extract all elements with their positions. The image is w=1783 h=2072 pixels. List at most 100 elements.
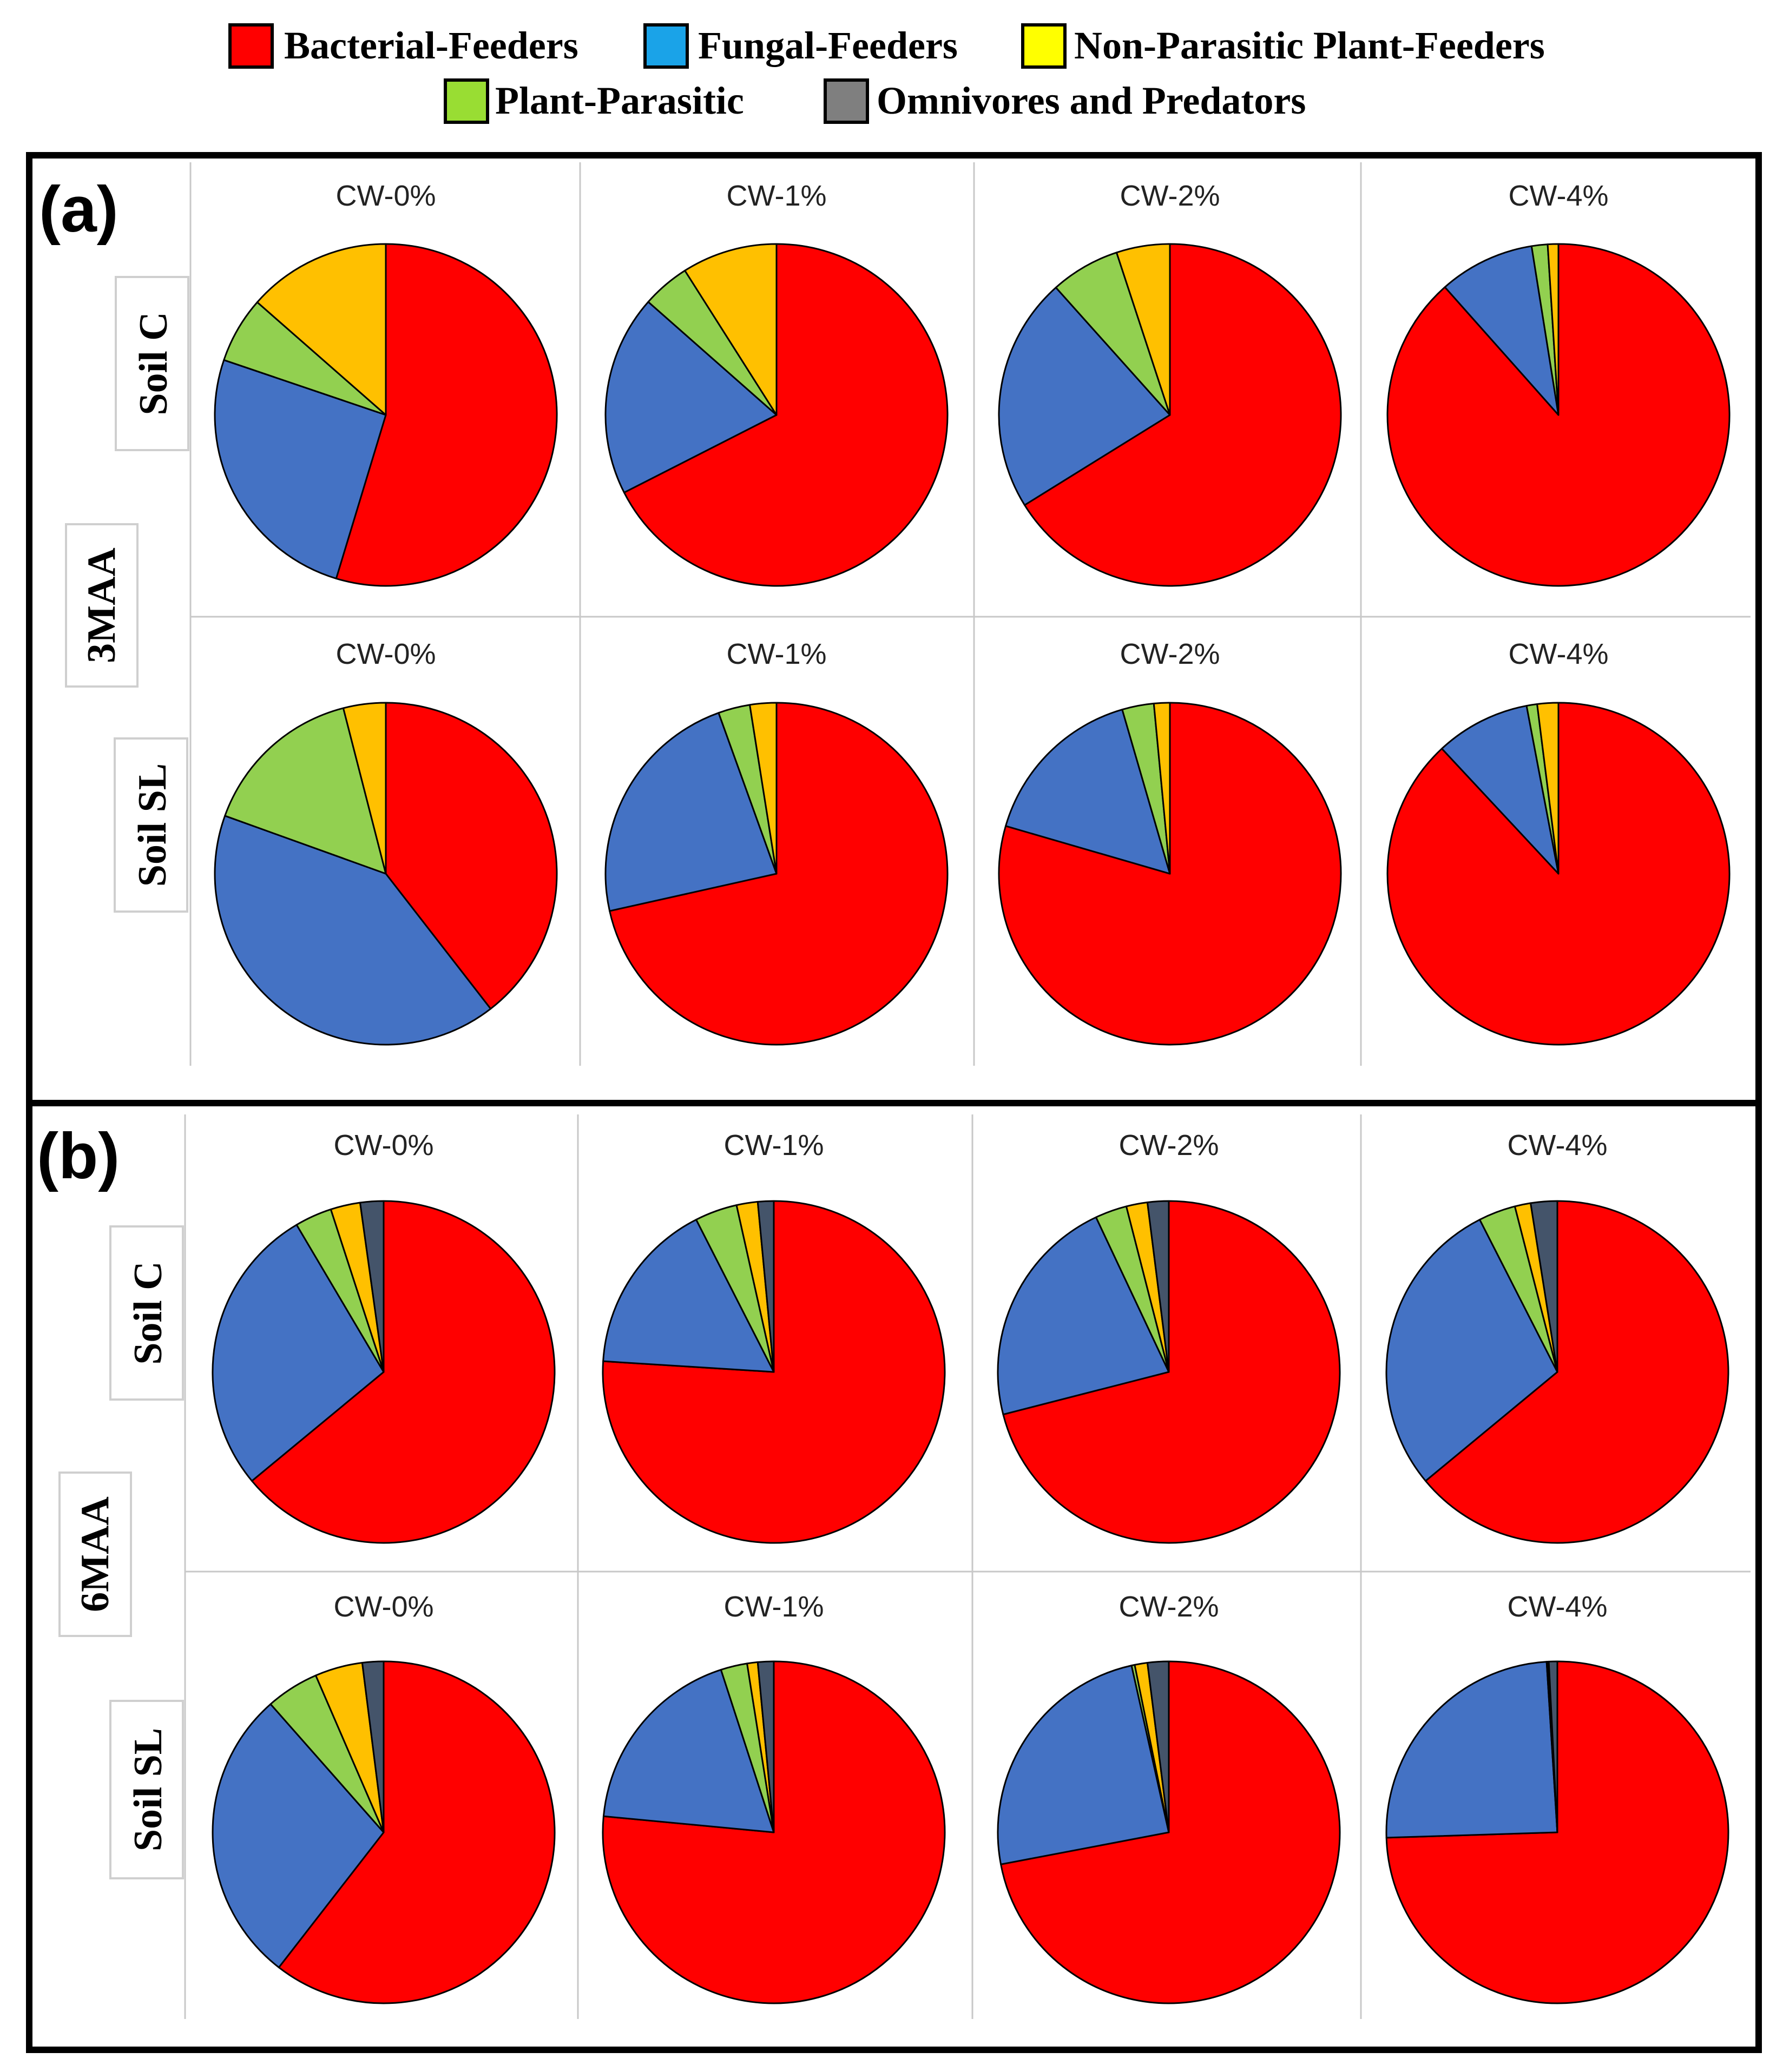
time-label-3maa-box xyxy=(65,523,139,688)
soil-label-b-sl-text: Soil SL xyxy=(126,1728,170,1851)
pie-slice-plantparasitic xyxy=(1055,252,1171,416)
pie-slice-fungal xyxy=(604,301,778,493)
time-label-3maa: 3MAA xyxy=(65,523,139,688)
soil-label-a-sl-text: Soil SL xyxy=(130,763,175,887)
pie-slice-bacterial xyxy=(602,1200,946,1544)
soil-label-a-sl: Soil SL xyxy=(114,737,188,913)
pie-slice-omnivores xyxy=(361,1660,385,1833)
soil-label-b-sl: Soil SL xyxy=(109,1700,184,1879)
legend-label-fungal: Fungal-Feeders xyxy=(698,24,958,67)
pie-chart-a-sl-3: CW-4% xyxy=(1386,638,1731,1046)
pie-slice-fungal xyxy=(212,1224,385,1482)
pie-slice-fungal xyxy=(997,1216,1170,1416)
pie-grid: CW-0% CW-1% CW-2% CW-4% CW-0% CW-1% CW-2% CW-4%… xyxy=(212,180,1731,2004)
pie-slice-bacterial xyxy=(251,1200,556,1544)
pie-chart-a-c-1: CW-1% xyxy=(604,180,949,587)
pie-title: CW-4% xyxy=(1508,180,1608,212)
soil-label-a-c-box xyxy=(115,276,189,451)
pie-title: CW-2% xyxy=(1119,1129,1219,1162)
pie-slice-omnivores xyxy=(359,1200,385,1373)
pie-title: CW-0% xyxy=(333,1591,433,1623)
pie-slice-fungal xyxy=(998,287,1171,506)
pie-title: CW-1% xyxy=(723,1591,824,1623)
pie-slice-fungal xyxy=(214,359,387,579)
pie-slice-bacterial xyxy=(623,243,949,587)
pie-chart-b-c-2: CW-2% xyxy=(997,1129,1341,1544)
pie-slice-fungal xyxy=(1444,245,1560,416)
pie-slice-plantparasitic xyxy=(223,301,387,416)
pie-slice-nonparasitic xyxy=(342,702,387,875)
pie-slice-fungal xyxy=(1385,1661,1558,1839)
pie-slice-bacterial xyxy=(609,702,949,1046)
pie-slice-fungal xyxy=(602,1218,775,1373)
pie-slice-nonparasitic xyxy=(749,702,778,875)
pie-title: CW-4% xyxy=(1507,1591,1607,1623)
soil-label-a-c-text: Soil C xyxy=(131,312,176,415)
legend-item-bacterial: Bacterial-Feeders xyxy=(228,23,578,69)
pie-slice-bacterial xyxy=(1000,1660,1341,2004)
pie-slice-nonparasitic xyxy=(684,243,778,416)
panel-b-frame xyxy=(26,1100,1762,2053)
pie-title: CW-0% xyxy=(335,180,436,212)
legend-item-plantparasitic: Plant-Parasitic xyxy=(444,78,744,124)
pie-slice-omnivores xyxy=(1548,1660,1558,1833)
pie-chart-a-c-2: CW-2% xyxy=(998,180,1342,587)
soil-label-b-sl-box xyxy=(109,1700,184,1879)
pie-slice-nonparasitic xyxy=(1536,702,1560,875)
panel-grid-lines xyxy=(184,162,1751,2019)
time-label-6maa: 6MAA xyxy=(58,1471,132,1637)
pie-title: CW-1% xyxy=(726,180,826,212)
legend-label-omnivores: Omnivores and Predators xyxy=(877,79,1306,122)
pie-title: CW-1% xyxy=(726,638,826,670)
pie-title: CW-2% xyxy=(1120,180,1220,212)
legend-swatch-omnivores xyxy=(824,78,869,124)
panel-b-label: (b) xyxy=(37,1120,120,1192)
pie-slice-omnivores xyxy=(1530,1200,1558,1373)
pie-chart-a-sl-1: CW-1% xyxy=(604,638,949,1046)
pie-title: CW-0% xyxy=(333,1129,433,1162)
pie-slice-fungal xyxy=(604,712,778,912)
pie-slice-omnivores xyxy=(756,1660,775,1833)
pie-chart-b-c-0: CW-0% xyxy=(212,1129,556,1544)
pie-slice-bacterial xyxy=(385,702,558,1010)
legend-label-plantparasitic: Plant-Parasitic xyxy=(495,79,744,122)
pie-slice-fungal xyxy=(1385,1218,1558,1482)
legend-label-bacterial: Bacterial-Feeders xyxy=(284,24,578,67)
time-label-3maa-text: 3MAA xyxy=(80,547,124,663)
pie-chart-a-c-0: CW-0% xyxy=(214,180,558,587)
legend-label-nonparasitic: Non-Parasitic Plant-Feeders xyxy=(1074,24,1545,67)
legend-item-fungal: Fungal-Feeders xyxy=(643,23,958,69)
pie-slice-bacterial xyxy=(278,1660,556,2004)
pie-slice-omnivores xyxy=(1146,1200,1170,1373)
pie-slice-bacterial xyxy=(335,243,558,587)
pie-chart-a-sl-0: CW-0% xyxy=(214,638,558,1046)
pie-chart-b-sl-3: CW-4% xyxy=(1385,1591,1729,2004)
pie-chart-a-sl-2: CW-2% xyxy=(998,638,1342,1046)
pie-title: CW-2% xyxy=(1120,638,1220,670)
pie-chart-a-c-3: CW-4% xyxy=(1386,180,1731,587)
pie-title: CW-0% xyxy=(335,638,436,670)
time-label-6maa-box xyxy=(58,1471,132,1637)
pie-slice-fungal xyxy=(212,1703,385,1969)
soil-label-b-c: Soil C xyxy=(109,1225,184,1401)
pie-title: CW-2% xyxy=(1119,1591,1219,1623)
soil-label-a-sl-box xyxy=(114,737,188,913)
pie-slice-nonparasitic xyxy=(256,243,387,416)
pie-slice-nonparasitic xyxy=(1547,243,1560,416)
legend-swatch-fungal xyxy=(643,23,689,69)
legend-swatch-plantparasitic xyxy=(444,78,489,124)
pie-slice-bacterial xyxy=(1023,243,1342,587)
time-label-6maa-text: 6MAA xyxy=(73,1496,117,1612)
pie-title: CW-4% xyxy=(1508,638,1608,670)
pie-slice-bacterial xyxy=(602,1660,946,2004)
pie-slice-bacterial xyxy=(1425,1200,1729,1544)
pie-chart-b-c-3: CW-4% xyxy=(1385,1129,1729,1544)
pie-slice-omnivores xyxy=(756,1200,775,1373)
pie-slice-bacterial xyxy=(1002,1200,1341,1544)
legend-swatch-bacterial xyxy=(228,23,274,69)
pie-slice-fungal xyxy=(1005,709,1171,875)
pie-slice-fungal xyxy=(214,815,492,1046)
pie-slice-fungal xyxy=(997,1665,1170,1865)
legend-item-nonparasitic: Non-Parasitic Plant-Feeders xyxy=(1021,23,1545,69)
